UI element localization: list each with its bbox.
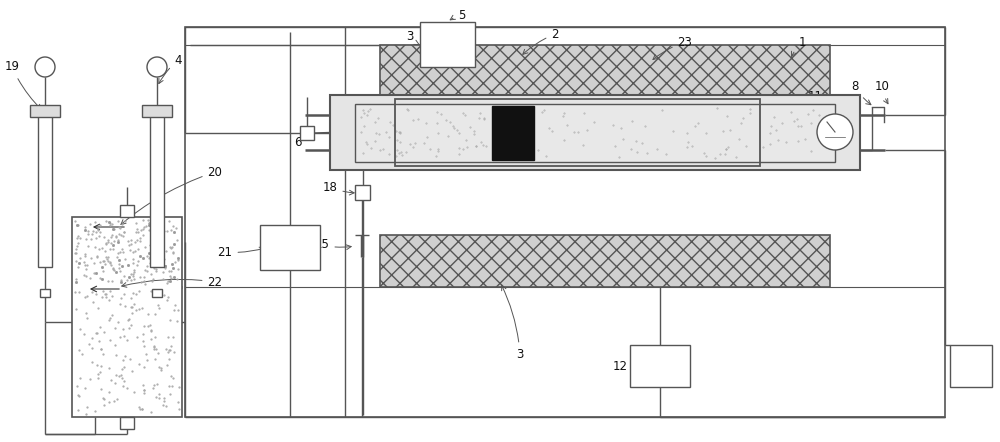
Bar: [120, 417, 134, 429]
Text: 2: 2: [523, 27, 559, 54]
Bar: [38, 107, 52, 267]
Circle shape: [817, 114, 853, 150]
Bar: [950, 345, 992, 387]
Bar: [142, 105, 172, 117]
Bar: [185, 27, 945, 417]
Bar: [40, 289, 50, 297]
Bar: [380, 235, 830, 287]
Text: 1: 1: [791, 35, 806, 57]
Text: 15: 15: [315, 239, 351, 251]
Bar: [330, 95, 860, 170]
Bar: [120, 205, 134, 217]
Text: 6: 6: [294, 134, 305, 149]
Bar: [355, 185, 370, 200]
Text: 20: 20: [121, 165, 222, 225]
Bar: [260, 225, 320, 270]
Bar: [630, 345, 690, 387]
Text: 9: 9: [968, 349, 976, 376]
Bar: [420, 22, 475, 67]
Bar: [72, 217, 182, 417]
Text: 21: 21: [218, 245, 264, 259]
Bar: [492, 106, 534, 160]
Text: 23: 23: [653, 35, 692, 60]
Text: 3: 3: [406, 30, 419, 45]
Text: 11: 11: [808, 91, 832, 112]
Bar: [395, 99, 760, 166]
Bar: [300, 126, 314, 140]
Circle shape: [35, 57, 55, 77]
Text: 8: 8: [851, 80, 871, 105]
Bar: [150, 107, 164, 267]
Text: 22: 22: [122, 275, 222, 289]
Text: 19: 19: [5, 61, 41, 109]
Bar: [355, 104, 835, 162]
Text: 10: 10: [875, 80, 889, 104]
Text: 5: 5: [450, 8, 466, 22]
Bar: [380, 45, 830, 97]
Text: 4: 4: [159, 53, 182, 84]
Bar: [152, 289, 162, 297]
Text: 3: 3: [502, 286, 524, 361]
Circle shape: [147, 57, 167, 77]
Text: 18: 18: [323, 180, 354, 195]
Bar: [30, 105, 60, 117]
Text: 12: 12: [612, 348, 643, 373]
